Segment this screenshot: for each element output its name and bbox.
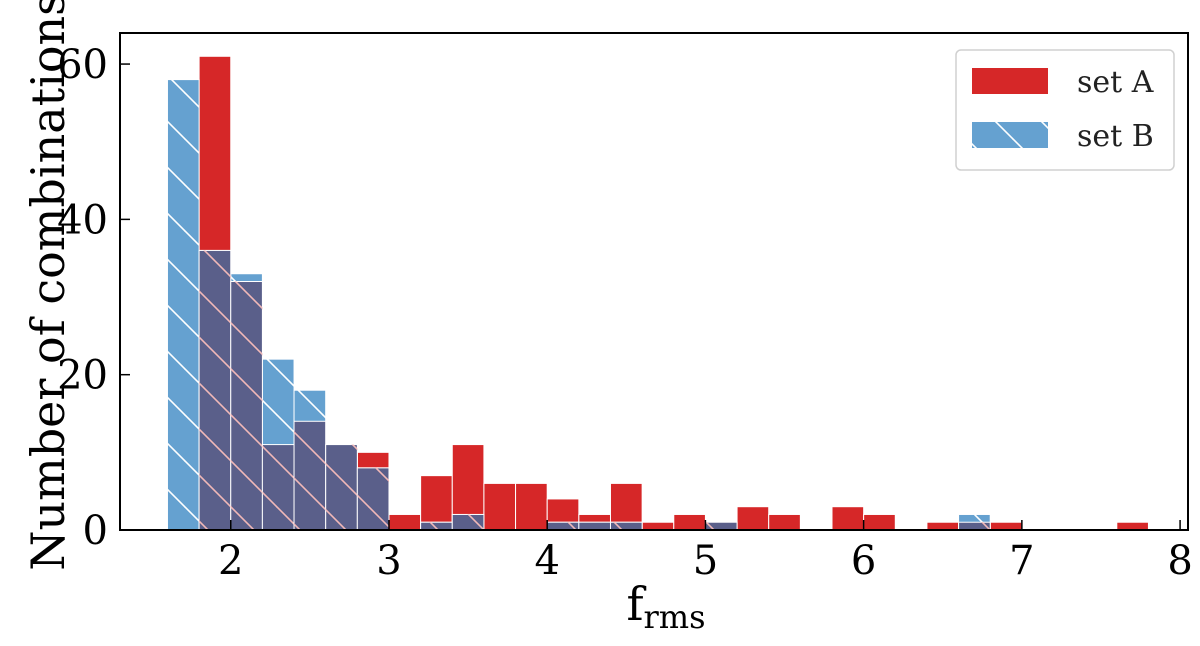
bar-overlap-hatch-66 [958, 522, 991, 530]
bar-set-a-18 [768, 513, 801, 531]
bar-set-a-20 [863, 513, 896, 531]
x-tick-label-5: 5 [693, 538, 718, 584]
y-tick-label-40: 40 [57, 197, 108, 243]
bar-set-a-14 [641, 521, 675, 531]
legend-label-set-b: set B [1077, 119, 1154, 154]
x-tick-label-8: 8 [1167, 538, 1192, 584]
x-tick-label-4: 4 [534, 538, 559, 584]
bar-overlap-hatch-20 [230, 281, 263, 530]
bar-overlap-hatch-44 [610, 522, 643, 530]
x-tick-label-6: 6 [851, 538, 876, 584]
bar-set-a-24 [1116, 521, 1149, 531]
bar-set-a-15 [673, 513, 706, 531]
x-tick-label-3: 3 [376, 538, 401, 584]
bar-overlap-hatch-18 [199, 250, 231, 530]
bar-set-a-21 [926, 521, 960, 531]
y-tick-label-0: 0 [83, 508, 108, 554]
x-axis-label: frms [626, 577, 705, 636]
plot-frame [119, 32, 1189, 531]
y-axis-label: Number of combinations [21, 0, 75, 571]
legend-label-set-a: set A [1077, 65, 1154, 100]
x-tick-label-2: 2 [218, 538, 243, 584]
x-axis-label-main: f [626, 577, 646, 631]
bar-overlap-hatch-22 [262, 444, 295, 530]
bar-set-b-hatch-0 [167, 79, 200, 530]
x-axis-label-sub: rms [643, 598, 705, 636]
bar-overlap-hatch-50 [705, 522, 738, 530]
bar-set-a-10 [515, 482, 548, 531]
legend-swatch-set-b-hatch [972, 122, 1048, 148]
bar-overlap-hatch-42 [578, 522, 611, 530]
bar-overlap-hatch-26 [325, 444, 358, 530]
bar-set-a-23 [989, 521, 1023, 531]
overlap-bars [198, 249, 991, 531]
bar-set-a-6 [388, 513, 422, 531]
legend: set A set B [955, 49, 1175, 171]
tick-labels: 2 3 4 5 6 7 8 0 20 40 60 [57, 42, 1193, 584]
legend-swatch-set-a [972, 68, 1048, 94]
bar-overlap-hatch-28 [357, 467, 389, 530]
bar-overlap-hatch-32 [420, 522, 453, 530]
bar-overlap-hatch-34 [452, 514, 484, 530]
axis-ticks [120, 63, 1181, 531]
bar-overlap-hatch-24 [294, 421, 326, 530]
bar-set-a-9 [483, 482, 517, 531]
bar-set-a-17 [736, 506, 770, 531]
x-tick-label-7: 7 [1009, 538, 1034, 584]
y-tick-label-60: 60 [57, 42, 108, 88]
bar-set-a-19 [831, 506, 865, 531]
y-tick-label-20: 20 [57, 353, 108, 399]
bar-overlap-hatch-40 [547, 522, 579, 530]
